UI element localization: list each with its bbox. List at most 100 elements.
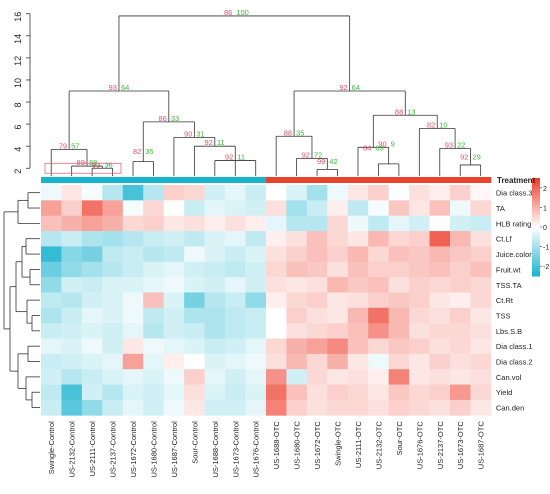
heatmap-cell xyxy=(184,399,205,416)
heatmap-cell xyxy=(450,384,471,401)
au-pvalue: 92 xyxy=(204,138,212,147)
colorbar-segment xyxy=(532,261,540,264)
heatmap-cell xyxy=(41,338,62,355)
colorbar-segment xyxy=(532,200,540,203)
column-label: US-1673-Control xyxy=(231,421,240,478)
heatmap-cell xyxy=(122,369,144,385)
heatmap-cell xyxy=(327,338,349,355)
heatmap-cell xyxy=(470,338,492,355)
heatmap-cell xyxy=(429,307,451,324)
heatmap-cell xyxy=(470,185,492,201)
colorbar-segment xyxy=(532,194,540,197)
au-pvalue: 90 xyxy=(378,139,386,148)
heatmap-cell xyxy=(306,200,328,217)
colorbar-segment xyxy=(532,254,540,257)
heatmap-cell xyxy=(245,277,267,293)
column-label: Swingle-OTC xyxy=(334,421,343,466)
heatmap-cell xyxy=(61,307,83,324)
heatmap-cell xyxy=(388,384,410,401)
heatmap-cell xyxy=(122,261,144,278)
au-pvalue: 88 xyxy=(395,107,403,116)
heatmap-cell xyxy=(409,231,430,247)
heatmap-cell xyxy=(409,369,430,385)
treatment-cell xyxy=(81,177,103,183)
heatmap-cell xyxy=(143,200,165,217)
heatmap-cell xyxy=(41,261,62,278)
heatmap-cell xyxy=(409,307,430,324)
dendrogram-axis: 2 4 6 8 10 12 14 16 xyxy=(13,12,31,174)
colorbar-segment xyxy=(532,218,540,221)
bp-pvalue: 63 xyxy=(375,144,383,153)
colorbar-segment xyxy=(532,222,540,225)
heatmap-cell xyxy=(204,338,226,355)
heatmap-cell xyxy=(450,215,471,232)
heatmap-cell xyxy=(347,231,369,247)
row-label: HLB rating xyxy=(496,219,531,228)
bp-pvalue: 31 xyxy=(196,129,204,138)
column-label: US-1688-OTC xyxy=(272,421,281,470)
heatmap-cell xyxy=(470,261,492,278)
heatmap-cell xyxy=(265,185,287,201)
colorbar-segment xyxy=(532,189,540,192)
heatmap-cell xyxy=(81,399,103,416)
heatmap-cell xyxy=(347,292,369,309)
bp-pvalue: 29 xyxy=(472,153,480,162)
column-label: US-1687-OTC xyxy=(477,421,486,470)
heatmap-cell xyxy=(143,292,165,309)
colorbar-segment xyxy=(532,187,540,190)
heatmap-cell xyxy=(163,277,185,293)
heatmap-cell xyxy=(163,307,185,324)
heatmap-cell xyxy=(81,338,103,355)
treatment-cell xyxy=(368,177,390,183)
heatmap-cell xyxy=(143,369,165,385)
heatmap-cell xyxy=(81,261,103,278)
heatmap-cell xyxy=(184,369,205,385)
row-label: Ct.Lf xyxy=(496,235,513,244)
bp-pvalue: 57 xyxy=(71,142,79,151)
heatmap-cell xyxy=(470,307,492,324)
heatmap-cell xyxy=(245,292,267,309)
treatment-cell xyxy=(204,177,226,183)
heatmap-cell xyxy=(143,261,165,278)
heatmap-cell xyxy=(163,215,185,232)
au-pvalue: 84 xyxy=(363,144,371,153)
colorbar-segment xyxy=(532,220,540,223)
colorbar: 2 1 0 -1 -2 xyxy=(532,178,549,277)
heatmap-cell xyxy=(122,338,144,355)
heatmap-cell xyxy=(184,246,205,263)
colorbar-segment xyxy=(532,204,540,207)
heatmap-cell xyxy=(245,369,267,385)
heatmap-cell xyxy=(429,399,451,416)
heatmap-cell xyxy=(409,246,430,263)
heatmap-cell xyxy=(429,369,451,385)
heatmap-cell xyxy=(306,353,328,370)
heatmap-cell xyxy=(327,323,349,339)
heatmap-cell xyxy=(225,307,246,324)
colorbar-segment xyxy=(532,259,540,262)
heatmap-cell xyxy=(61,369,83,385)
heatmap-cell xyxy=(225,338,246,355)
heatmap-cell xyxy=(184,200,205,217)
colorbar-segment xyxy=(532,269,540,272)
heatmap-cell xyxy=(327,277,349,293)
treatment-cell xyxy=(429,177,451,183)
heatmap-cell xyxy=(102,338,124,355)
column-label: US-2137-Control xyxy=(109,421,118,478)
heatmap-cell xyxy=(368,307,390,324)
heatmap-cell xyxy=(327,369,349,385)
colorbar-segment xyxy=(532,236,540,239)
treatment-cell xyxy=(286,177,308,183)
heatmap-cell xyxy=(61,323,83,339)
au-pvalue: 82 xyxy=(133,147,141,156)
treatment-cell xyxy=(409,177,430,183)
heatmap-cell xyxy=(286,323,308,339)
colorbar-segment xyxy=(532,253,540,256)
treatment-cell xyxy=(306,177,328,183)
colorbar-segment xyxy=(532,225,540,228)
colorbar-segment xyxy=(532,266,540,269)
colorbar-segment xyxy=(532,272,540,275)
colorbar-segment xyxy=(532,197,540,200)
heatmap-cell xyxy=(286,200,308,217)
heatmap-cell xyxy=(347,323,369,339)
